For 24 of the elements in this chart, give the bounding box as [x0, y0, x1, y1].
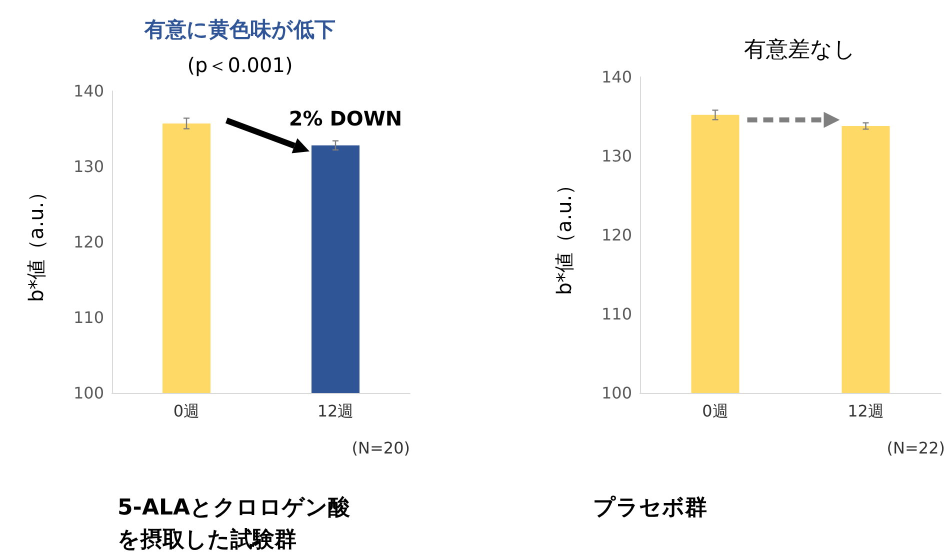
annotation: 2% DOWN [288, 106, 402, 130]
y-tick-label: 140 [601, 68, 632, 86]
chart-title: 有意に黄色味が低下 [144, 18, 336, 42]
y-tick-label: 110 [73, 308, 104, 327]
x-tick-label: 0週 [173, 402, 200, 420]
chart-title: 有意差なし [744, 38, 856, 62]
chart-subtitle: (p＜0.001) [187, 53, 293, 77]
y-tick-label: 130 [601, 146, 632, 166]
text: (N=22) [886, 438, 945, 458]
y-tick-label: 130 [73, 157, 104, 176]
y-tick-label: 140 [73, 82, 104, 100]
y-axis-title: b*値（a.u.） [24, 182, 48, 302]
text: プラセボ群 [593, 496, 707, 520]
text: 5-ALAとクロロゲン酸を摂取した試験群 [118, 496, 352, 552]
y-tick-label: 120 [601, 226, 632, 244]
x-tick-label: 12週 [317, 402, 354, 420]
x-tick-label: 12週 [848, 402, 884, 420]
y-tick-label: 120 [73, 232, 104, 252]
y-tick-label: 110 [601, 304, 632, 324]
y-tick-label: 100 [601, 384, 632, 402]
y-tick-label: 100 [73, 384, 104, 402]
text: (N=20) [352, 438, 410, 458]
x-tick-label: 0週 [702, 402, 728, 420]
y-axis-title: b*値（a.u.） [552, 174, 576, 296]
